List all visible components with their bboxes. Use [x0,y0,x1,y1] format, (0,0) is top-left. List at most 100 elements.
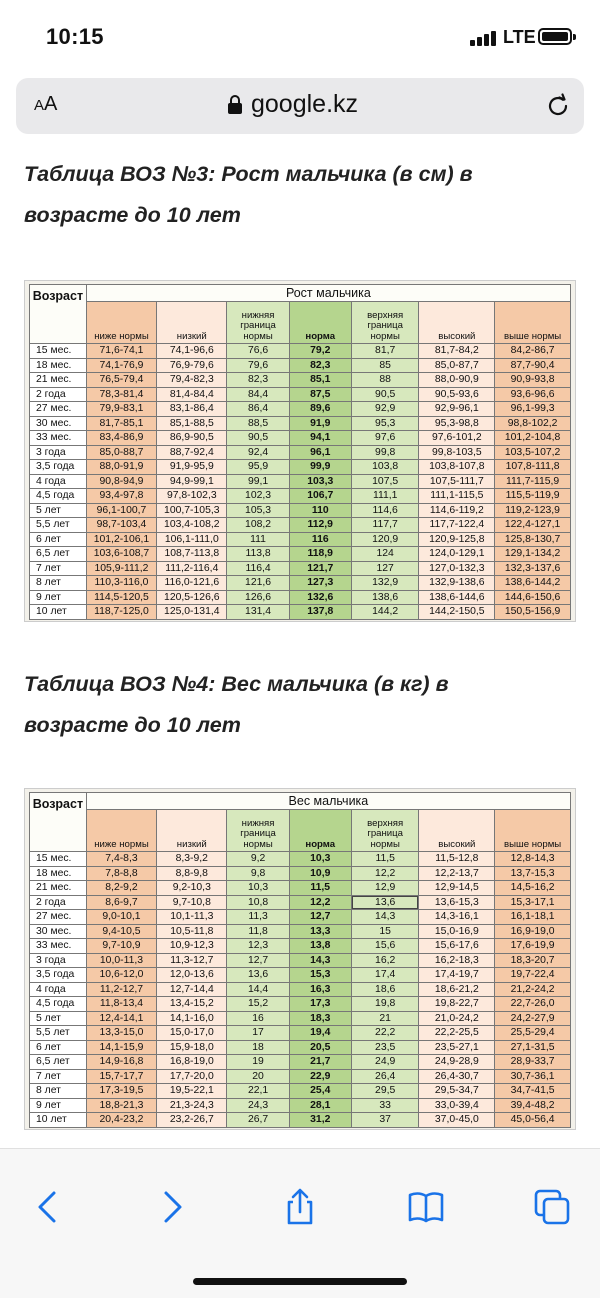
value-cell: 85,1 [288,372,352,388]
value-cell: 97,8-102,3 [156,488,228,504]
value-cell: 45,0-56,4 [494,1112,571,1128]
table-row: 5,5 лет 13,3-15,0 15,0-17,0 17 19,4 22,2 22,2-… [29,1025,571,1041]
value-cell: 15,6 [350,938,420,954]
table-title: Вес мальчика [85,792,572,810]
value-cell: 21,2-24,2 [494,981,571,997]
value-cell: 85,1-88,5 [156,415,228,431]
column-header: норма [288,301,352,344]
age-cell: 2 года [29,386,87,402]
age-cell: 6,5 лет [29,1054,87,1070]
address-bar[interactable]: AA google.kz [16,78,584,134]
value-cell: 10,6-12,0 [85,967,158,983]
back-icon[interactable] [28,1187,68,1227]
value-cell: 114,6 [350,502,420,518]
tabs-icon[interactable] [532,1187,572,1227]
table-row: 27 мес. 9,0-10,1 10,1-11,3 11,3 12,7 14,3 14,3… [29,909,571,925]
value-cell: 88,0-90,9 [418,372,496,388]
value-cell: 39,4-48,2 [494,1097,571,1113]
table-row: 4,5 года 11,8-13,4 13,4-15,2 15,2 17,3 19,8 19… [29,996,571,1012]
value-cell: 12,3 [226,938,290,954]
value-cell: 100,7-105,3 [156,502,228,518]
value-cell: 11,5 [288,880,352,896]
value-cell: 129,1-134,2 [494,546,571,562]
value-cell: 85,0-88,7 [85,444,158,460]
value-cell: 88,7-92,4 [156,444,228,460]
value-cell: 28,9-33,7 [494,1054,571,1070]
value-cell: 131,4 [226,604,290,620]
value-cell: 14,5-16,2 [494,880,571,896]
table-row: 21 мес. 76,5-79,4 79,4-82,3 82,3 85,1 88 88,0-… [29,372,571,388]
value-cell: 14,3 [350,909,420,925]
value-cell: 11,8-13,4 [85,996,158,1012]
share-icon[interactable] [280,1187,320,1227]
column-header: низкий [156,301,228,344]
table-row: 5 лет 96,1-100,7 100,7-105,3 105,3 110 114,6 1… [29,502,571,518]
table-row: 6 лет 101,2-106,1 106,1-111,0 111 116 120,9 12… [29,531,571,547]
value-cell: 118,9 [288,546,352,562]
table-row: 3,5 года 88,0-91,9 91,9-95,9 95,9 99,9 103,8 1… [29,459,571,475]
value-cell: 105,3 [226,502,290,518]
url-domain[interactable]: google.kz [251,90,359,118]
value-cell: 12,7 [226,952,290,968]
value-cell: 31,2 [288,1112,352,1128]
value-cell: 110,3-116,0 [85,575,158,591]
value-cell: 22,1 [226,1083,290,1099]
value-cell: 126,6 [226,589,290,605]
value-cell: 88,5 [226,415,290,431]
table-title: Рост мальчика [85,284,572,302]
value-cell: 79,6 [226,357,290,373]
age-cell: 3 года [29,952,87,968]
value-cell: 15,7-17,7 [85,1068,158,1084]
table-row: 3 года 10,0-11,3 11,3-12,7 12,7 14,3 16,2 16,2… [29,952,571,968]
value-cell: 113,8 [226,546,290,562]
value-cell: 76,9-79,6 [156,357,228,373]
age-cell: 6,5 лет [29,546,87,562]
value-cell: 24,9-28,9 [418,1054,496,1070]
value-cell: 8,2-9,2 [85,880,158,896]
value-cell: 21,0-24,2 [418,1010,496,1026]
value-cell: 111,1 [350,488,420,504]
value-cell: 96,1 [288,444,352,460]
value-cell: 101,2-104,8 [494,430,571,446]
lock-icon [228,95,242,115]
value-cell: 93,4-97,8 [85,488,158,504]
value-cell: 124,0-129,1 [418,546,496,562]
age-cell: 8 лет [29,575,87,591]
value-cell: 24,2-27,9 [494,1010,571,1026]
text-size-button[interactable]: AA [34,93,58,115]
value-cell: 18 [226,1039,290,1055]
value-cell: 33 [350,1097,420,1113]
reload-icon[interactable] [544,92,572,120]
column-header: ниже нормы [85,809,158,852]
age-cell: 8 лет [29,1083,87,1099]
value-cell: 12,9-14,5 [418,880,496,896]
forward-icon[interactable] [152,1187,192,1227]
value-cell: 86,4 [226,401,290,417]
value-cell: 16,8-19,0 [156,1054,228,1070]
value-cell: 81,7 [350,343,420,359]
value-cell: 18,3 [288,1010,352,1026]
value-cell: 12,2 [288,894,352,910]
column-header: ниже нормы [85,301,158,344]
value-cell: 107,5 [350,473,420,489]
value-cell: 12,4-14,1 [85,1010,158,1026]
table-row: 33 мес. 9,7-10,9 10,9-12,3 12,3 13,8 15,6 15,6… [29,938,571,954]
value-cell: 30,7-36,1 [494,1068,571,1084]
value-cell: 96,1-100,7 [85,502,158,518]
value-cell: 11,8 [226,923,290,939]
table-row: 8 лет 17,3-19,5 19,5-22,1 22,1 25,4 29,5 29,5-… [29,1083,571,1099]
value-cell: 11,5-12,8 [418,851,496,867]
value-cell: 103,5-107,2 [494,444,571,460]
value-cell: 26,4 [350,1068,420,1084]
value-cell: 25,4 [288,1083,352,1099]
value-cell: 103,6-108,7 [85,546,158,562]
table-row: 5 лет 12,4-14,1 14,1-16,0 16 18,3 21 21,0-24,2… [29,1010,571,1026]
value-cell: 19 [226,1054,290,1070]
value-cell: 15,2 [226,996,290,1012]
value-cell: 16,1-18,1 [494,909,571,925]
age-cell: 7 лет [29,560,87,576]
table-row: 4,5 года 93,4-97,8 97,8-102,3 102,3 106,7 111… [29,488,571,504]
age-cell: 21 мес. [29,372,87,388]
bookmarks-icon[interactable] [406,1187,446,1227]
value-cell: 138,6 [350,589,420,605]
